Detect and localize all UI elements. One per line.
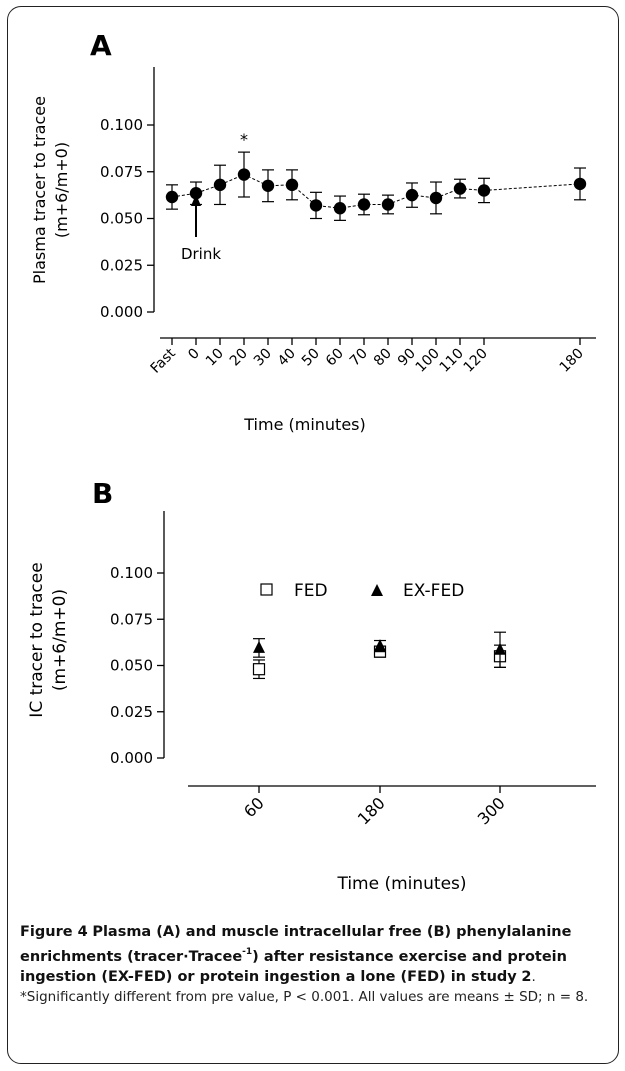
x-tick-label-b: 300 — [474, 793, 509, 828]
y-axis-title-a-line2: (m+6/m+0) — [52, 142, 71, 238]
data-point-a — [429, 191, 443, 205]
y-tick-label-b: 0.000 — [110, 749, 153, 767]
x-tick-label-a: 110 — [437, 346, 467, 376]
x-tick-label-a: 70 — [347, 346, 371, 370]
x-tick-label-a: 80 — [371, 346, 395, 370]
data-point-a — [285, 178, 299, 192]
x-tick-label-b: 60 — [240, 793, 268, 821]
y-tick-label-b: 0.100 — [110, 564, 153, 582]
data-point-a — [333, 202, 347, 215]
figure-svg: A 0.000 0.025 0.050 0.075 0.100 Fast 0 10 20 30 40… — [27, 29, 596, 894]
y-tick-label-a: 0.075 — [100, 163, 143, 181]
panel-label-b: B — [92, 477, 113, 510]
y-tick-label-a: 0.100 — [100, 116, 143, 134]
x-axis-title-a: Time (minutes) — [243, 415, 366, 434]
legend-ex-fed-label: EX-FED — [403, 581, 464, 601]
y-axis-title-b-line1: IC tracer to tracee — [27, 562, 47, 717]
data-point-a — [573, 177, 587, 191]
x-tick-label-a: 40 — [275, 346, 299, 370]
legend-fed-label: FED — [294, 581, 328, 601]
x-tick-label-a: 120 — [461, 346, 491, 376]
y-tick-label-a: 0.050 — [100, 210, 143, 228]
y-tick-label-a: 0.000 — [100, 303, 143, 321]
y-axis-title-b-line2: (m+6/m+0) — [50, 589, 70, 691]
data-point-a — [357, 198, 371, 211]
x-tick-label-a: 20 — [227, 346, 251, 370]
panel-label-a: A — [90, 29, 112, 62]
x-tick-label-a: 30 — [251, 346, 275, 370]
figure-frame — [7, 6, 619, 1064]
x-tick-label-a: 10 — [203, 346, 227, 370]
caption-text-3: 2 — [521, 968, 532, 985]
data-point-a — [309, 199, 323, 212]
data-point-a — [477, 184, 491, 197]
legend-fed-marker — [260, 583, 273, 596]
data-point-ex-fed — [374, 639, 386, 652]
panel-a-chart: 0.000 0.025 0.050 0.075 0.100 Fast 0 10 20 30 40 50… — [30, 67, 596, 434]
caption-label: Figure 4 — [20, 924, 88, 940]
x-axis-title-b: Time (minutes) — [336, 874, 466, 894]
data-point-a — [189, 187, 203, 200]
x-tick-label-a: 60 — [323, 346, 347, 370]
annotation-drink: Drink — [181, 245, 221, 263]
data-point-a — [381, 198, 395, 211]
data-point-a — [261, 179, 275, 192]
series-line-a — [171, 174, 581, 209]
data-point-a — [213, 178, 227, 192]
y-tick-label-b: 0.025 — [110, 703, 153, 721]
figure-caption: Figure 4 Plasma (A) and muscle intracell… — [20, 922, 618, 1008]
x-tick-label-a: 0 — [185, 346, 203, 364]
x-tick-label-b: 180 — [354, 793, 389, 828]
x-tick-label-a: 180 — [557, 346, 587, 376]
panel-b-chart: 0.000 0.025 0.050 0.075 0.100 60 180 300 FED EX-F… — [27, 511, 596, 894]
significance-marker-a: * — [240, 130, 248, 149]
drink-arrow-head — [191, 194, 201, 206]
y-tick-label-a: 0.025 — [100, 256, 143, 274]
caption-text-2: ) after resistance exercise and protein … — [20, 948, 567, 985]
x-tick-label-a: 50 — [299, 346, 323, 370]
caption-text-1: Plasma (A) and muscle intracellular free… — [20, 924, 572, 965]
data-point-ex-fed — [253, 640, 265, 653]
data-point-a — [453, 182, 467, 195]
x-tick-label-a: Fast — [148, 345, 180, 377]
x-tick-label-a: 100 — [413, 346, 443, 376]
data-point-fed — [252, 663, 266, 676]
y-tick-label-b: 0.075 — [110, 610, 153, 628]
caption-superscript: -1 — [242, 947, 253, 958]
data-point-a — [237, 168, 251, 181]
caption-text-4: . *Significantly different from pre valu… — [20, 968, 589, 1006]
legend-ex-fed-marker — [371, 584, 383, 596]
data-point-a — [405, 188, 419, 202]
data-point-ex-fed — [494, 642, 506, 655]
y-axis-title-a-line1: Plasma tracer to tracee — [30, 96, 49, 284]
y-tick-label-b: 0.050 — [110, 657, 153, 675]
data-point-a — [165, 190, 179, 204]
